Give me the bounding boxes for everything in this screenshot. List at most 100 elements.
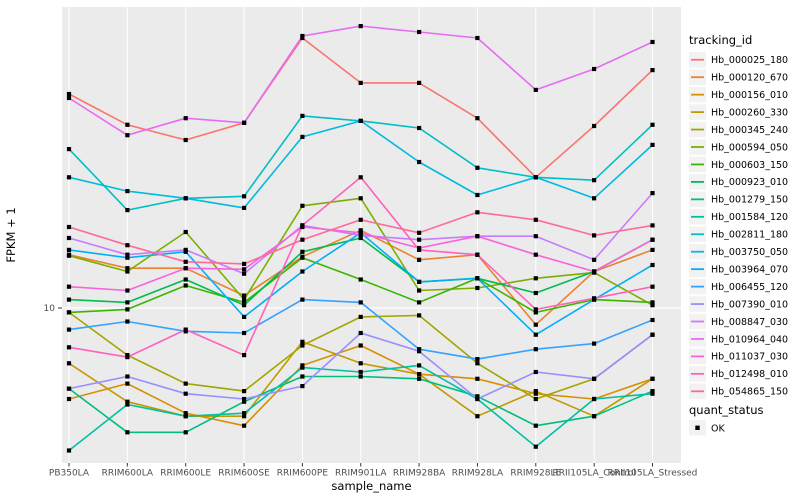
legend-label: Hb_054865_150 — [711, 387, 788, 398]
data-point — [650, 191, 655, 196]
data-point — [125, 300, 130, 305]
data-point — [242, 396, 247, 402]
legend-label: Hb_002811_180 — [711, 230, 788, 241]
data-point — [183, 391, 188, 396]
legend-label: Hb_008847_030 — [711, 317, 788, 328]
data-point — [183, 266, 188, 271]
data-point — [650, 247, 655, 252]
legend-item-Hb_002811_180: Hb_002811_180 — [689, 226, 788, 242]
data-point — [183, 327, 188, 332]
legend-title-quant-status: quant_status — [689, 403, 764, 417]
data-point — [475, 414, 480, 419]
legend-label: Hb_000345_240 — [711, 125, 788, 136]
data-point — [475, 357, 480, 362]
data-point — [475, 276, 480, 281]
data-point — [183, 277, 188, 282]
data-point — [183, 430, 188, 435]
data-point — [242, 353, 247, 358]
legend-item-Hb_000156_010: Hb_000156_010 — [689, 86, 788, 103]
legend-label: Hb_000120_670 — [711, 73, 788, 84]
data-point — [475, 165, 480, 170]
legend-item-ok: OK — [689, 420, 725, 436]
data-point — [592, 66, 597, 72]
data-point — [358, 233, 363, 238]
legend-item-Hb_000345_240: Hb_000345_240 — [689, 121, 788, 138]
data-point — [358, 118, 363, 123]
data-point — [183, 414, 188, 419]
x-tick-label-4: RRIM600PE — [277, 469, 329, 479]
data-point — [417, 29, 422, 35]
legend-item-Hb_012498_010: Hb_012498_010 — [689, 366, 788, 382]
legend-item-Hb_000923_010: Hb_000923_010 — [689, 174, 788, 190]
data-point — [125, 402, 130, 407]
data-point — [417, 300, 422, 305]
legend-label: Hb_000260_330 — [711, 107, 788, 118]
data-point — [417, 230, 422, 235]
legend-item-Hb_000603_150: Hb_000603_150 — [689, 156, 788, 173]
data-point — [66, 284, 72, 289]
data-point — [300, 249, 305, 254]
data-point — [475, 116, 480, 121]
data-point — [417, 376, 422, 381]
data-point — [125, 266, 130, 271]
legend-item-Hb_000260_330: Hb_000260_330 — [689, 104, 788, 120]
data-point — [650, 389, 655, 394]
x-tick-label-7: RRIM928LA — [452, 469, 504, 479]
data-point — [300, 365, 305, 370]
data-point — [242, 297, 247, 302]
data-point — [183, 247, 188, 252]
data-point — [592, 414, 597, 419]
data-point — [533, 322, 538, 327]
data-point — [417, 247, 422, 252]
legend-item-Hb_003964_070: Hb_003964_070 — [689, 261, 788, 277]
data-point — [650, 39, 655, 45]
data-point — [358, 369, 363, 375]
data-point — [417, 349, 422, 354]
data-point — [475, 234, 480, 239]
x-tick-label-5: RRIM901LA — [335, 469, 387, 479]
data-point — [475, 361, 480, 366]
data-point — [66, 224, 72, 230]
data-point — [242, 205, 247, 210]
data-point — [533, 332, 538, 337]
data-point — [417, 279, 422, 284]
data-point — [66, 91, 72, 97]
data-point — [533, 307, 538, 312]
data-point — [242, 267, 247, 272]
data-point — [592, 257, 597, 262]
data-point — [533, 444, 538, 449]
data-point — [358, 330, 363, 336]
data-point — [125, 255, 130, 260]
data-point — [300, 255, 305, 260]
data-point — [533, 87, 538, 92]
data-point — [183, 229, 188, 235]
legend-label: Hb_012498_010 — [711, 369, 788, 380]
legend-label: Hb_010964_040 — [711, 334, 788, 345]
data-point — [475, 210, 480, 215]
data-point — [242, 330, 247, 336]
legend-item-Hb_001584_120: Hb_001584_120 — [689, 209, 788, 225]
y-axis-title: FPKM + 1 — [4, 207, 18, 262]
data-point — [650, 122, 655, 127]
data-point — [66, 235, 72, 241]
data-point — [358, 24, 363, 29]
data-point — [475, 192, 480, 198]
data-point — [125, 133, 130, 138]
data-point — [533, 396, 538, 402]
data-point — [125, 381, 130, 386]
data-point — [183, 196, 188, 201]
x-tick-label-10: RRII105LA_Stressed — [608, 469, 698, 479]
legend-item-Hb_007390_010: Hb_007390_010 — [689, 296, 788, 312]
x-tick-label-0: PB350LA — [49, 469, 90, 479]
data-point — [125, 252, 130, 257]
data-point — [125, 430, 130, 435]
data-point — [417, 159, 422, 165]
legend-item-Hb_008847_030: Hb_008847_030 — [689, 313, 788, 330]
legend-label: Hb_000594_050 — [711, 142, 788, 153]
data-point — [358, 175, 363, 180]
data-point — [300, 339, 305, 344]
data-point — [475, 35, 480, 41]
data-point — [358, 314, 363, 319]
data-point — [66, 345, 72, 350]
